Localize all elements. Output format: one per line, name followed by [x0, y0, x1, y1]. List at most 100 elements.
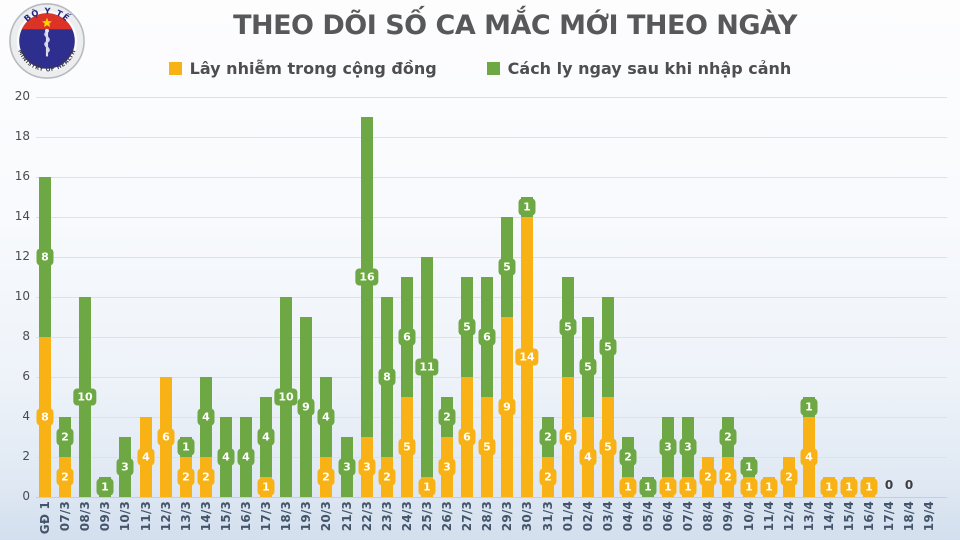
grid-line	[36, 177, 947, 178]
bar-value-badge: 1	[96, 478, 114, 496]
bar-value-badge: 4	[217, 448, 235, 466]
x-tick-label: 04/4	[621, 501, 635, 532]
x-tick-label: 29/3	[500, 501, 514, 532]
legend-swatch-icon	[486, 62, 500, 75]
bar-value-badge: 1	[760, 478, 778, 496]
x-tick-label: 06/4	[661, 501, 675, 532]
chart-legend: Lây nhiễm trong cộng đồng Cách ly ngay sa…	[0, 59, 960, 78]
bar-value-badge: 2	[539, 468, 557, 486]
legend-swatch-icon	[168, 62, 182, 75]
x-tick-label: 09/3	[98, 501, 112, 532]
x-tick-label: 17/4	[882, 501, 896, 532]
x-tick-label: 22/3	[360, 501, 374, 532]
bar-value-badge: 1	[659, 478, 677, 496]
bar-value-badge: 2	[699, 468, 717, 486]
bar-value-badge: 6	[478, 328, 496, 346]
x-tick-label: 15/3	[219, 501, 233, 532]
logo-snake-head	[45, 28, 49, 33]
y-axis-label: 4	[22, 409, 30, 423]
bar-value-badge: 5	[599, 338, 617, 356]
bar-value-badge: 1	[679, 478, 697, 496]
bar-value-badge: 2	[177, 468, 195, 486]
bar-value-badge: 1	[860, 478, 878, 496]
x-tick-label: 17/3	[259, 501, 273, 532]
bar-value-badge: 2	[619, 448, 637, 466]
bar-value-badge: 6	[157, 428, 175, 446]
x-tick-label: 20/3	[319, 501, 333, 532]
bar-value-badge: 3	[659, 438, 677, 456]
bar-value-badge: 1	[418, 478, 436, 496]
bar-value-badge: 5	[498, 258, 516, 276]
x-tick-label: 13/4	[802, 501, 816, 532]
x-tick-label: 25/3	[420, 501, 434, 532]
bar-value-badge: 1	[740, 458, 758, 476]
bar-value-badge: 4	[579, 448, 597, 466]
legend-label: Cách ly ngay sau khi nhập cảnh	[507, 59, 792, 78]
y-axis-label: 16	[14, 169, 30, 183]
bar-value-badge: 4	[257, 428, 275, 446]
bar-value-badge: 5	[458, 318, 476, 336]
legend-item-quarantine: Cách ly ngay sau khi nhập cảnh	[486, 59, 792, 78]
y-axis-label: 10	[14, 289, 30, 303]
bar-value-badge: 2	[378, 468, 396, 486]
bar-value-badge: 1	[619, 478, 637, 496]
x-tick-label: 09/4	[721, 501, 735, 532]
x-tick-label: 14/3	[199, 501, 213, 532]
y-axis-label: 18	[14, 129, 30, 143]
x-tick-label: 18/4	[902, 501, 916, 532]
bar-value-badge: 14	[515, 348, 539, 366]
x-tick-label: 11/4	[762, 501, 776, 532]
bar-value-badge: 1	[840, 478, 858, 496]
bar-value-badge: 1	[800, 398, 818, 416]
bar-value-badge: 2	[719, 428, 737, 446]
bar-value-badge: 10	[274, 388, 298, 406]
bar-value-badge: 11	[415, 358, 439, 376]
bar-value-badge: 1	[257, 478, 275, 496]
bar-value-badge: 3	[438, 458, 456, 476]
bar-value-badge: 2	[438, 408, 456, 426]
bar-value-badge: 1	[740, 478, 758, 496]
bar-value-badge: 1	[177, 438, 195, 456]
bar-value-badge: 4	[137, 448, 155, 466]
bar-value-badge: 16	[355, 268, 379, 286]
bar-value-badge: 4	[197, 408, 215, 426]
x-tick-label: 07/3	[58, 501, 72, 532]
bar-value-badge: 3	[338, 458, 356, 476]
bar-value-badge: 2	[780, 468, 798, 486]
x-tick-label: 14/4	[822, 501, 836, 532]
bar-value-badge: 1	[518, 198, 536, 216]
y-axis-label: 2	[22, 449, 30, 463]
bar-value-badge: 2	[197, 468, 215, 486]
x-tick-label: 02/4	[581, 501, 595, 532]
bar-value-badge: 2	[56, 428, 74, 446]
bar-value-badge: 8	[36, 408, 54, 426]
logo-snake-icon	[44, 31, 50, 54]
x-tick-label: 08/4	[701, 501, 715, 532]
bar-value-badge: 2	[317, 468, 335, 486]
bar-value-badge: 2	[539, 428, 557, 446]
bar-value-badge: 3	[358, 458, 376, 476]
bar-value-badge: 3	[679, 438, 697, 456]
x-tick-label: 28/3	[480, 501, 494, 532]
bar-value-badge: 4	[237, 448, 255, 466]
bar-value-badge: 10	[73, 388, 97, 406]
x-tick-label: 05/4	[641, 501, 655, 532]
x-tick-label: 23/3	[380, 501, 394, 532]
x-tick-label: 10/3	[118, 501, 132, 532]
x-tick-label: 16/3	[239, 501, 253, 532]
bar-value-badge: 3	[116, 458, 134, 476]
logo-star-icon	[42, 17, 52, 28]
x-tick-label: 13/3	[179, 501, 193, 532]
bar-value-badge: 5	[599, 438, 617, 456]
zero-value-label: 0	[904, 478, 914, 492]
bar-value-badge: 1	[820, 478, 838, 496]
x-tick-label: 19/4	[922, 501, 936, 532]
legend-label: Lây nhiễm trong cộng đồng	[189, 59, 437, 78]
x-tick-label: 19/3	[299, 501, 313, 532]
x-tick-label: 27/3	[460, 501, 474, 532]
x-tick-label: 01/4	[561, 501, 575, 532]
bar-value-badge: 6	[398, 328, 416, 346]
grid-line	[36, 137, 947, 138]
bar-value-badge: 5	[559, 318, 577, 336]
